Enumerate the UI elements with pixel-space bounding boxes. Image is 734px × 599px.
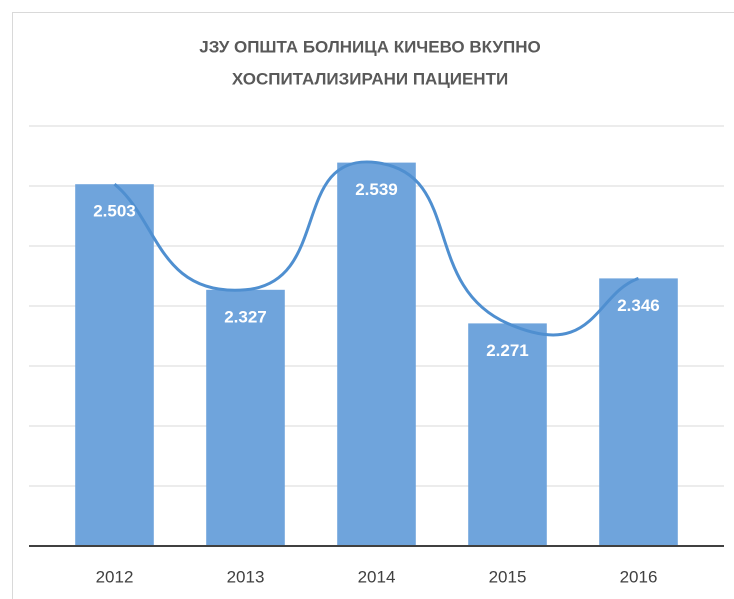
bar xyxy=(206,289,285,546)
x-tick-label: 2013 xyxy=(227,567,265,586)
x-tick-label: 2012 xyxy=(96,567,134,586)
bar xyxy=(468,323,547,546)
x-tick-label: 2016 xyxy=(620,567,658,586)
bar xyxy=(337,162,416,546)
chart-title: ЈЗУ ОПШТА БОЛНИЦА КИЧЕВО ВКУПНО xyxy=(199,37,541,56)
chart-title: ХОСПИТАЛИЗИРАНИ ПАЦИЕНТИ xyxy=(232,69,508,88)
data-label: 2.271 xyxy=(486,341,529,360)
trend-line xyxy=(113,160,639,337)
data-label: 2.503 xyxy=(93,202,136,221)
data-label: 2.327 xyxy=(224,307,267,326)
data-label: 2.346 xyxy=(617,296,660,315)
x-tick-label: 2014 xyxy=(358,567,396,586)
x-tick-label: 2015 xyxy=(489,567,527,586)
bar xyxy=(75,184,154,546)
data-label: 2.539 xyxy=(355,180,398,199)
bar xyxy=(599,278,678,546)
